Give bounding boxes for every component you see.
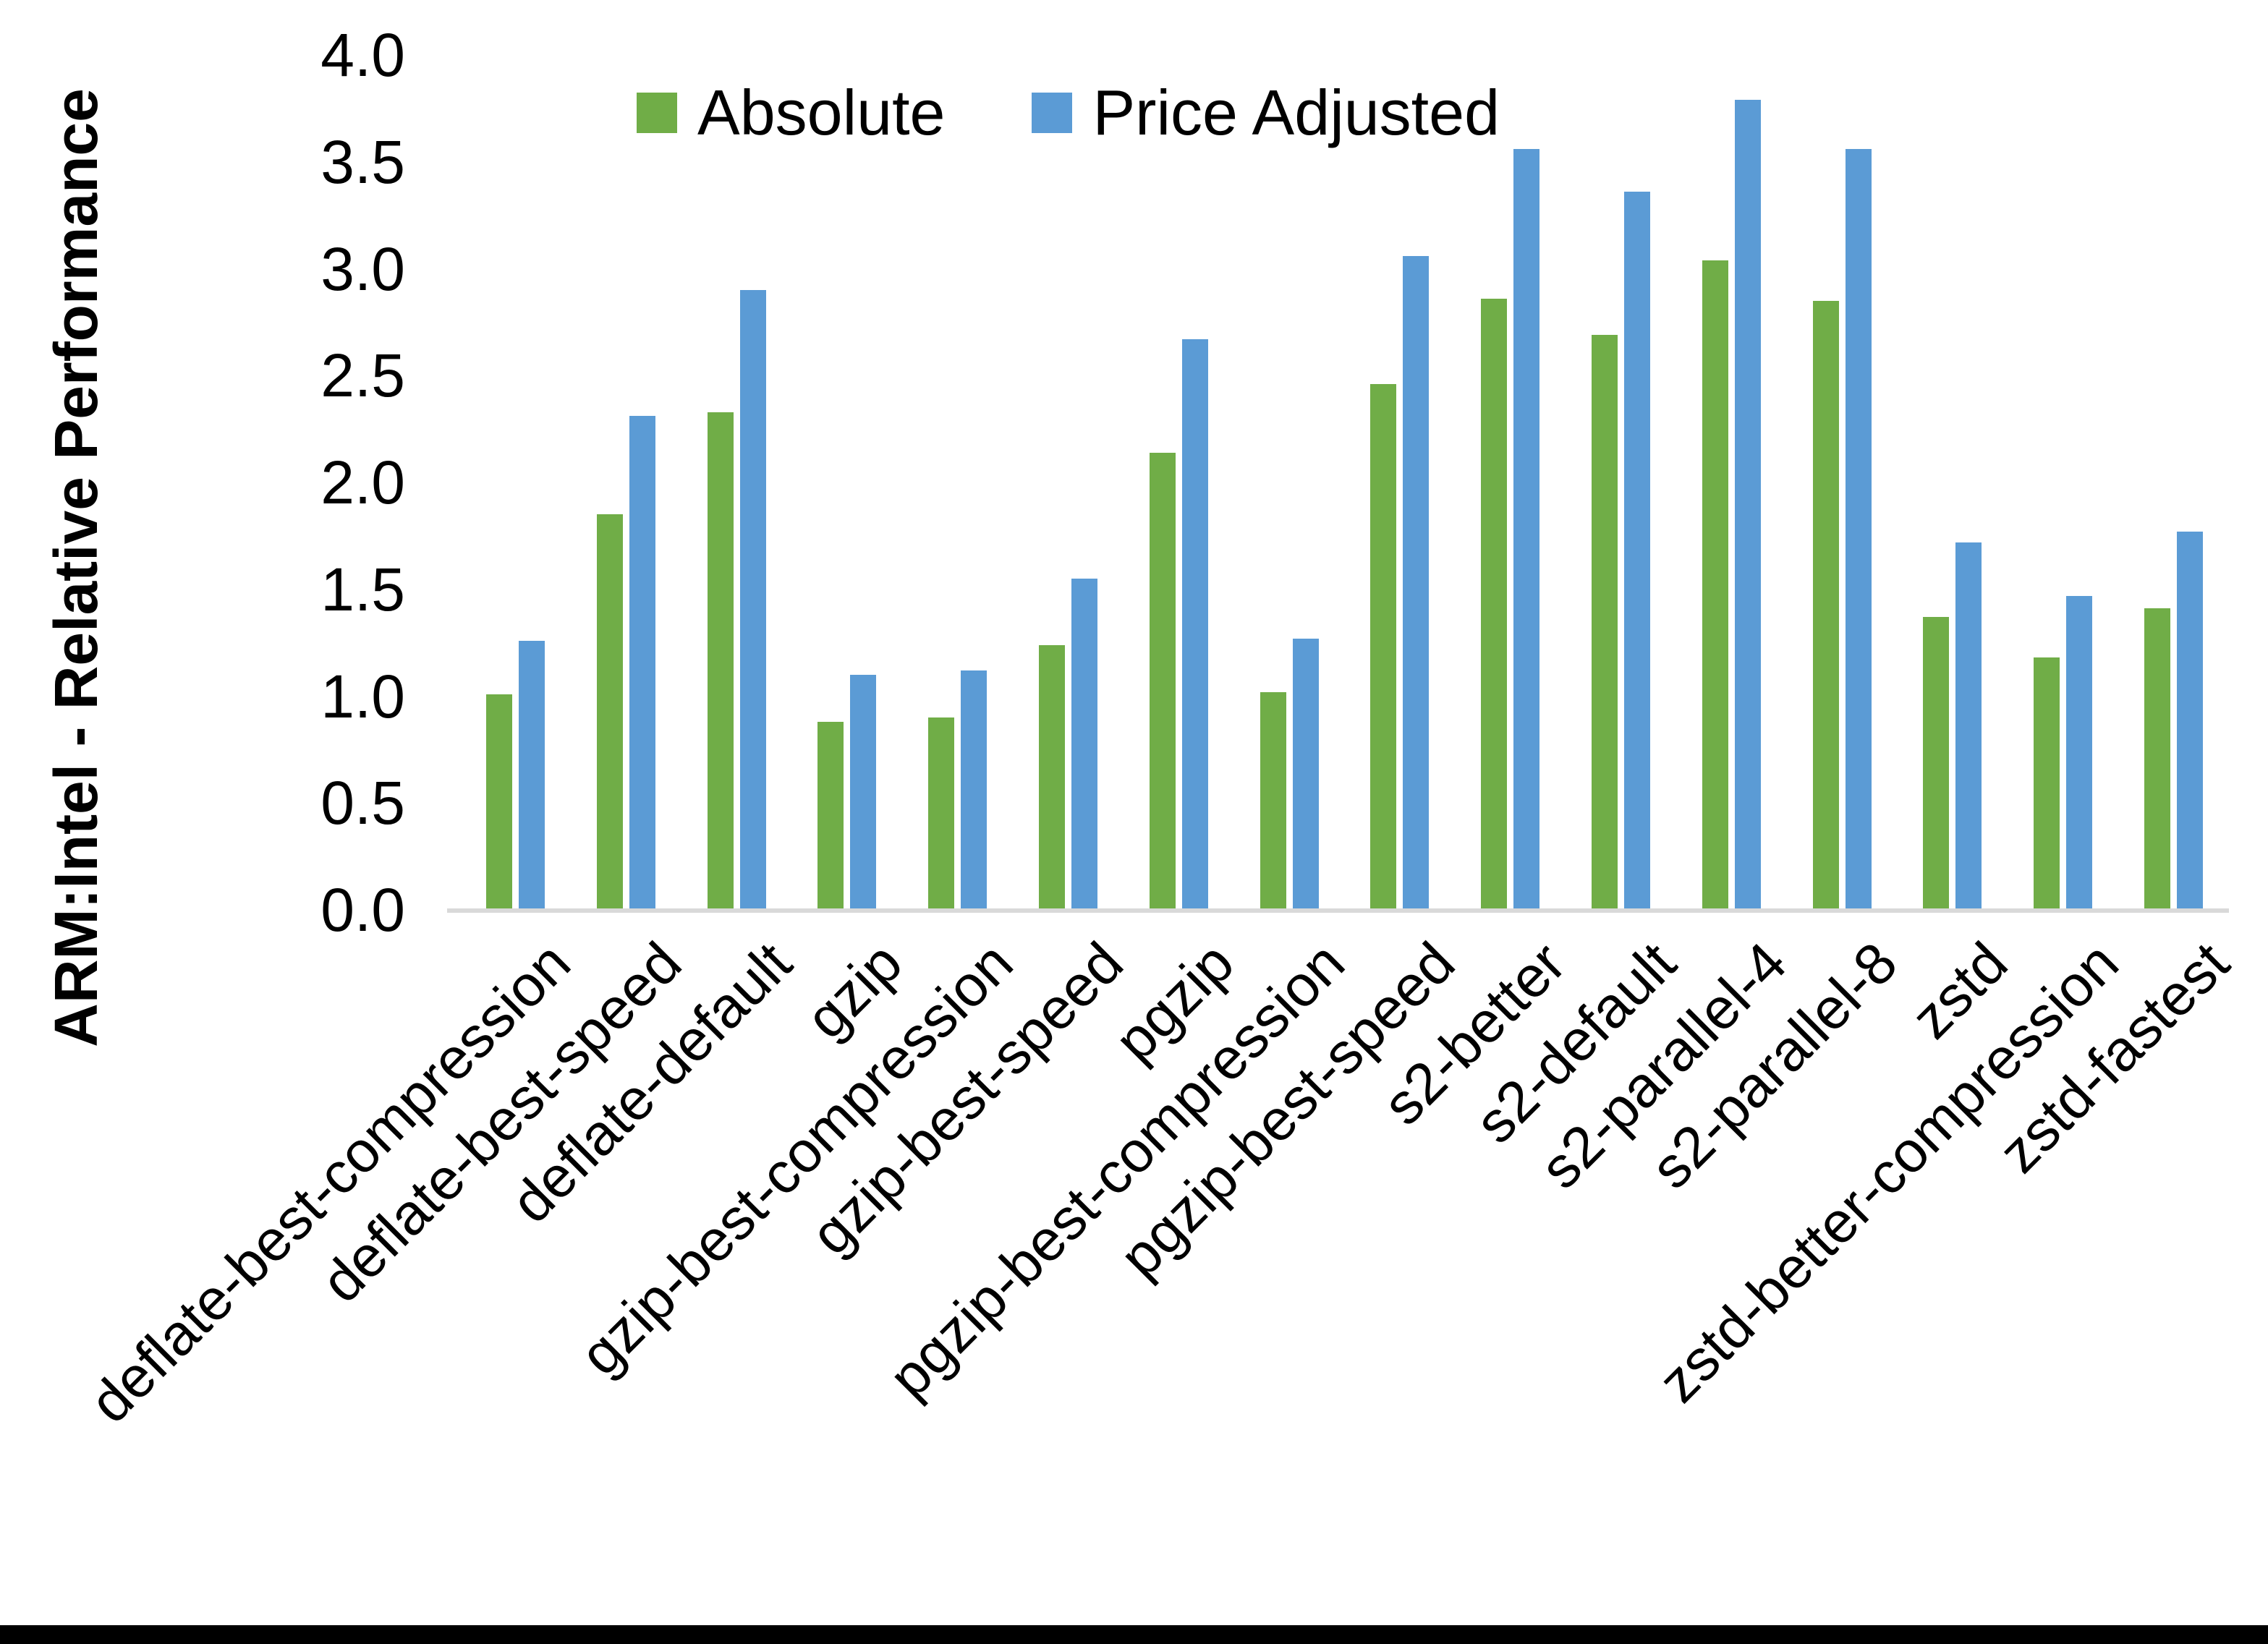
bar-absolute (485, 694, 512, 910)
bar-group (1676, 55, 1787, 910)
bar-price-adjusted (1513, 149, 1540, 910)
bar-absolute (1702, 260, 1728, 910)
legend-item: Absolute (637, 81, 945, 145)
bar-price-adjusted (1071, 578, 1097, 910)
bar-absolute (1923, 617, 1950, 910)
y-tick-label: 2.0 (320, 448, 405, 516)
y-tick-label: 2.5 (320, 341, 405, 410)
bottom-border-bar (0, 1625, 2268, 1644)
bar-group (571, 55, 681, 910)
bar-absolute (1149, 452, 1176, 910)
bar-price-adjusted (518, 640, 545, 910)
bar-price-adjusted (2177, 531, 2204, 910)
bar-group (1898, 55, 2008, 910)
bar-group (2008, 55, 2118, 910)
bar-absolute (1260, 691, 1286, 910)
bar-absolute (1481, 298, 1508, 910)
y-tick-label: 3.0 (320, 234, 405, 303)
bar-price-adjusted (1292, 638, 1319, 910)
bar-absolute (2034, 657, 2060, 910)
bar-price-adjusted (1624, 192, 1651, 910)
bar-absolute (1038, 644, 1065, 910)
bar-price-adjusted (1734, 100, 1761, 910)
legend: Absolute Price Adjusted (637, 81, 1500, 145)
bar-price-adjusted (1403, 255, 1430, 910)
y-tick-label: 3.5 (320, 127, 405, 196)
legend-label: Absolute (697, 77, 946, 148)
legend-swatch-icon (1032, 93, 1073, 133)
bar-absolute (817, 721, 844, 910)
bar-price-adjusted (1181, 339, 1208, 910)
y-tick-label: 1.0 (320, 662, 405, 731)
bar-price-adjusted (2066, 595, 2093, 910)
bar-price-adjusted (1845, 149, 1872, 910)
bar-price-adjusted (629, 416, 655, 910)
bar-group (902, 55, 1013, 910)
y-tick-label: 1.5 (320, 555, 405, 623)
bar-absolute (707, 412, 734, 910)
bar-group (2118, 55, 2229, 910)
bar-group (1345, 55, 1456, 910)
bar-group (1566, 55, 1676, 910)
y-tick-label: 4.0 (320, 21, 405, 89)
bar-price-adjusted (739, 290, 766, 910)
bar-group (460, 55, 571, 910)
bar-absolute (596, 514, 623, 910)
legend-item: Price Adjusted (1032, 81, 1500, 145)
bar-absolute (928, 717, 955, 910)
bar-group (1124, 55, 1234, 910)
bar-group (1455, 55, 1566, 910)
bar-group (791, 55, 902, 910)
bar-price-adjusted (850, 674, 877, 910)
bar-absolute (1592, 335, 1618, 910)
y-axis-title: ARM:Intel - Relative Performance (42, 88, 110, 1047)
plot-area (460, 55, 2229, 910)
bar-absolute (2144, 608, 2171, 910)
legend-label: Price Adjusted (1092, 77, 1500, 148)
x-axis-line (447, 908, 2229, 913)
bar-price-adjusted (1955, 542, 1982, 910)
bar-absolute (1370, 384, 1397, 910)
y-tick-label: 0.0 (320, 876, 405, 944)
bar-group (681, 55, 792, 910)
bar-group (1234, 55, 1345, 910)
bar-price-adjusted (961, 670, 988, 910)
bar-absolute (1812, 300, 1839, 910)
legend-swatch-icon (637, 93, 677, 133)
y-tick-label: 0.5 (320, 769, 405, 838)
bar-group (1787, 55, 1898, 910)
bar-group (1013, 55, 1124, 910)
